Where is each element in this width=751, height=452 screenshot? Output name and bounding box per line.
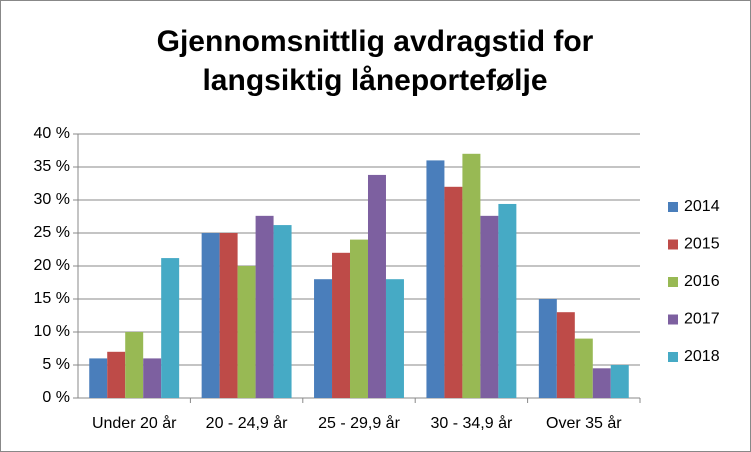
- legend-label: 2018: [684, 348, 720, 365]
- bar: [332, 252, 351, 398]
- y-tick-label: 25 %: [34, 224, 70, 241]
- bar: [125, 332, 144, 398]
- legend-swatch: [668, 277, 678, 287]
- bar: [161, 258, 180, 398]
- bar: [592, 368, 611, 398]
- bar: [480, 215, 499, 398]
- legend-label: 2016: [684, 273, 720, 290]
- bar: [538, 299, 557, 398]
- bar: [107, 351, 126, 398]
- y-tick-label: 40 %: [34, 125, 70, 142]
- bar: [255, 215, 274, 398]
- bar: [219, 233, 238, 398]
- y-tick-label: 35 %: [34, 158, 70, 175]
- y-tick-label: 5 %: [42, 356, 70, 373]
- x-tick-label: Over 35 år: [546, 414, 622, 432]
- chart-title: Gjennomsnittlig avdragstid for langsikti…: [156, 25, 594, 97]
- bar: [273, 225, 292, 398]
- legend-swatch: [668, 352, 678, 362]
- bar: [237, 266, 256, 398]
- x-tick-label: 25 - 29,9 år: [318, 414, 401, 432]
- x-tick-label: Under 20 år: [92, 414, 177, 432]
- x-tick-label: 30 - 34,9 år: [430, 414, 513, 432]
- bar: [201, 233, 220, 398]
- y-tick-label: 15 %: [34, 290, 70, 307]
- bar: [462, 153, 481, 398]
- legend-swatch: [668, 314, 678, 325]
- legend-label: 2017: [684, 311, 720, 328]
- bar: [367, 174, 386, 398]
- legend-label: 2014: [684, 198, 720, 215]
- bar: [350, 239, 368, 398]
- y-tick-label: 10 %: [34, 323, 70, 340]
- bar: [143, 358, 162, 398]
- bar: [556, 312, 575, 398]
- legend-swatch: [668, 239, 678, 250]
- bar: [574, 338, 593, 398]
- x-tick-label: 20 - 24,9 år: [206, 414, 289, 432]
- bar: [385, 279, 404, 398]
- legend-swatch: [668, 202, 678, 212]
- y-tick-label: 20 %: [34, 257, 70, 274]
- bar: [426, 160, 445, 398]
- bar: [314, 279, 333, 398]
- y-tick-label: 0 %: [42, 389, 70, 406]
- bar: [498, 203, 517, 398]
- bar: [610, 365, 629, 398]
- y-tick-label: 30 %: [34, 191, 70, 208]
- bar: [89, 358, 108, 398]
- bar: [444, 186, 463, 398]
- legend-label: 2015: [684, 236, 720, 253]
